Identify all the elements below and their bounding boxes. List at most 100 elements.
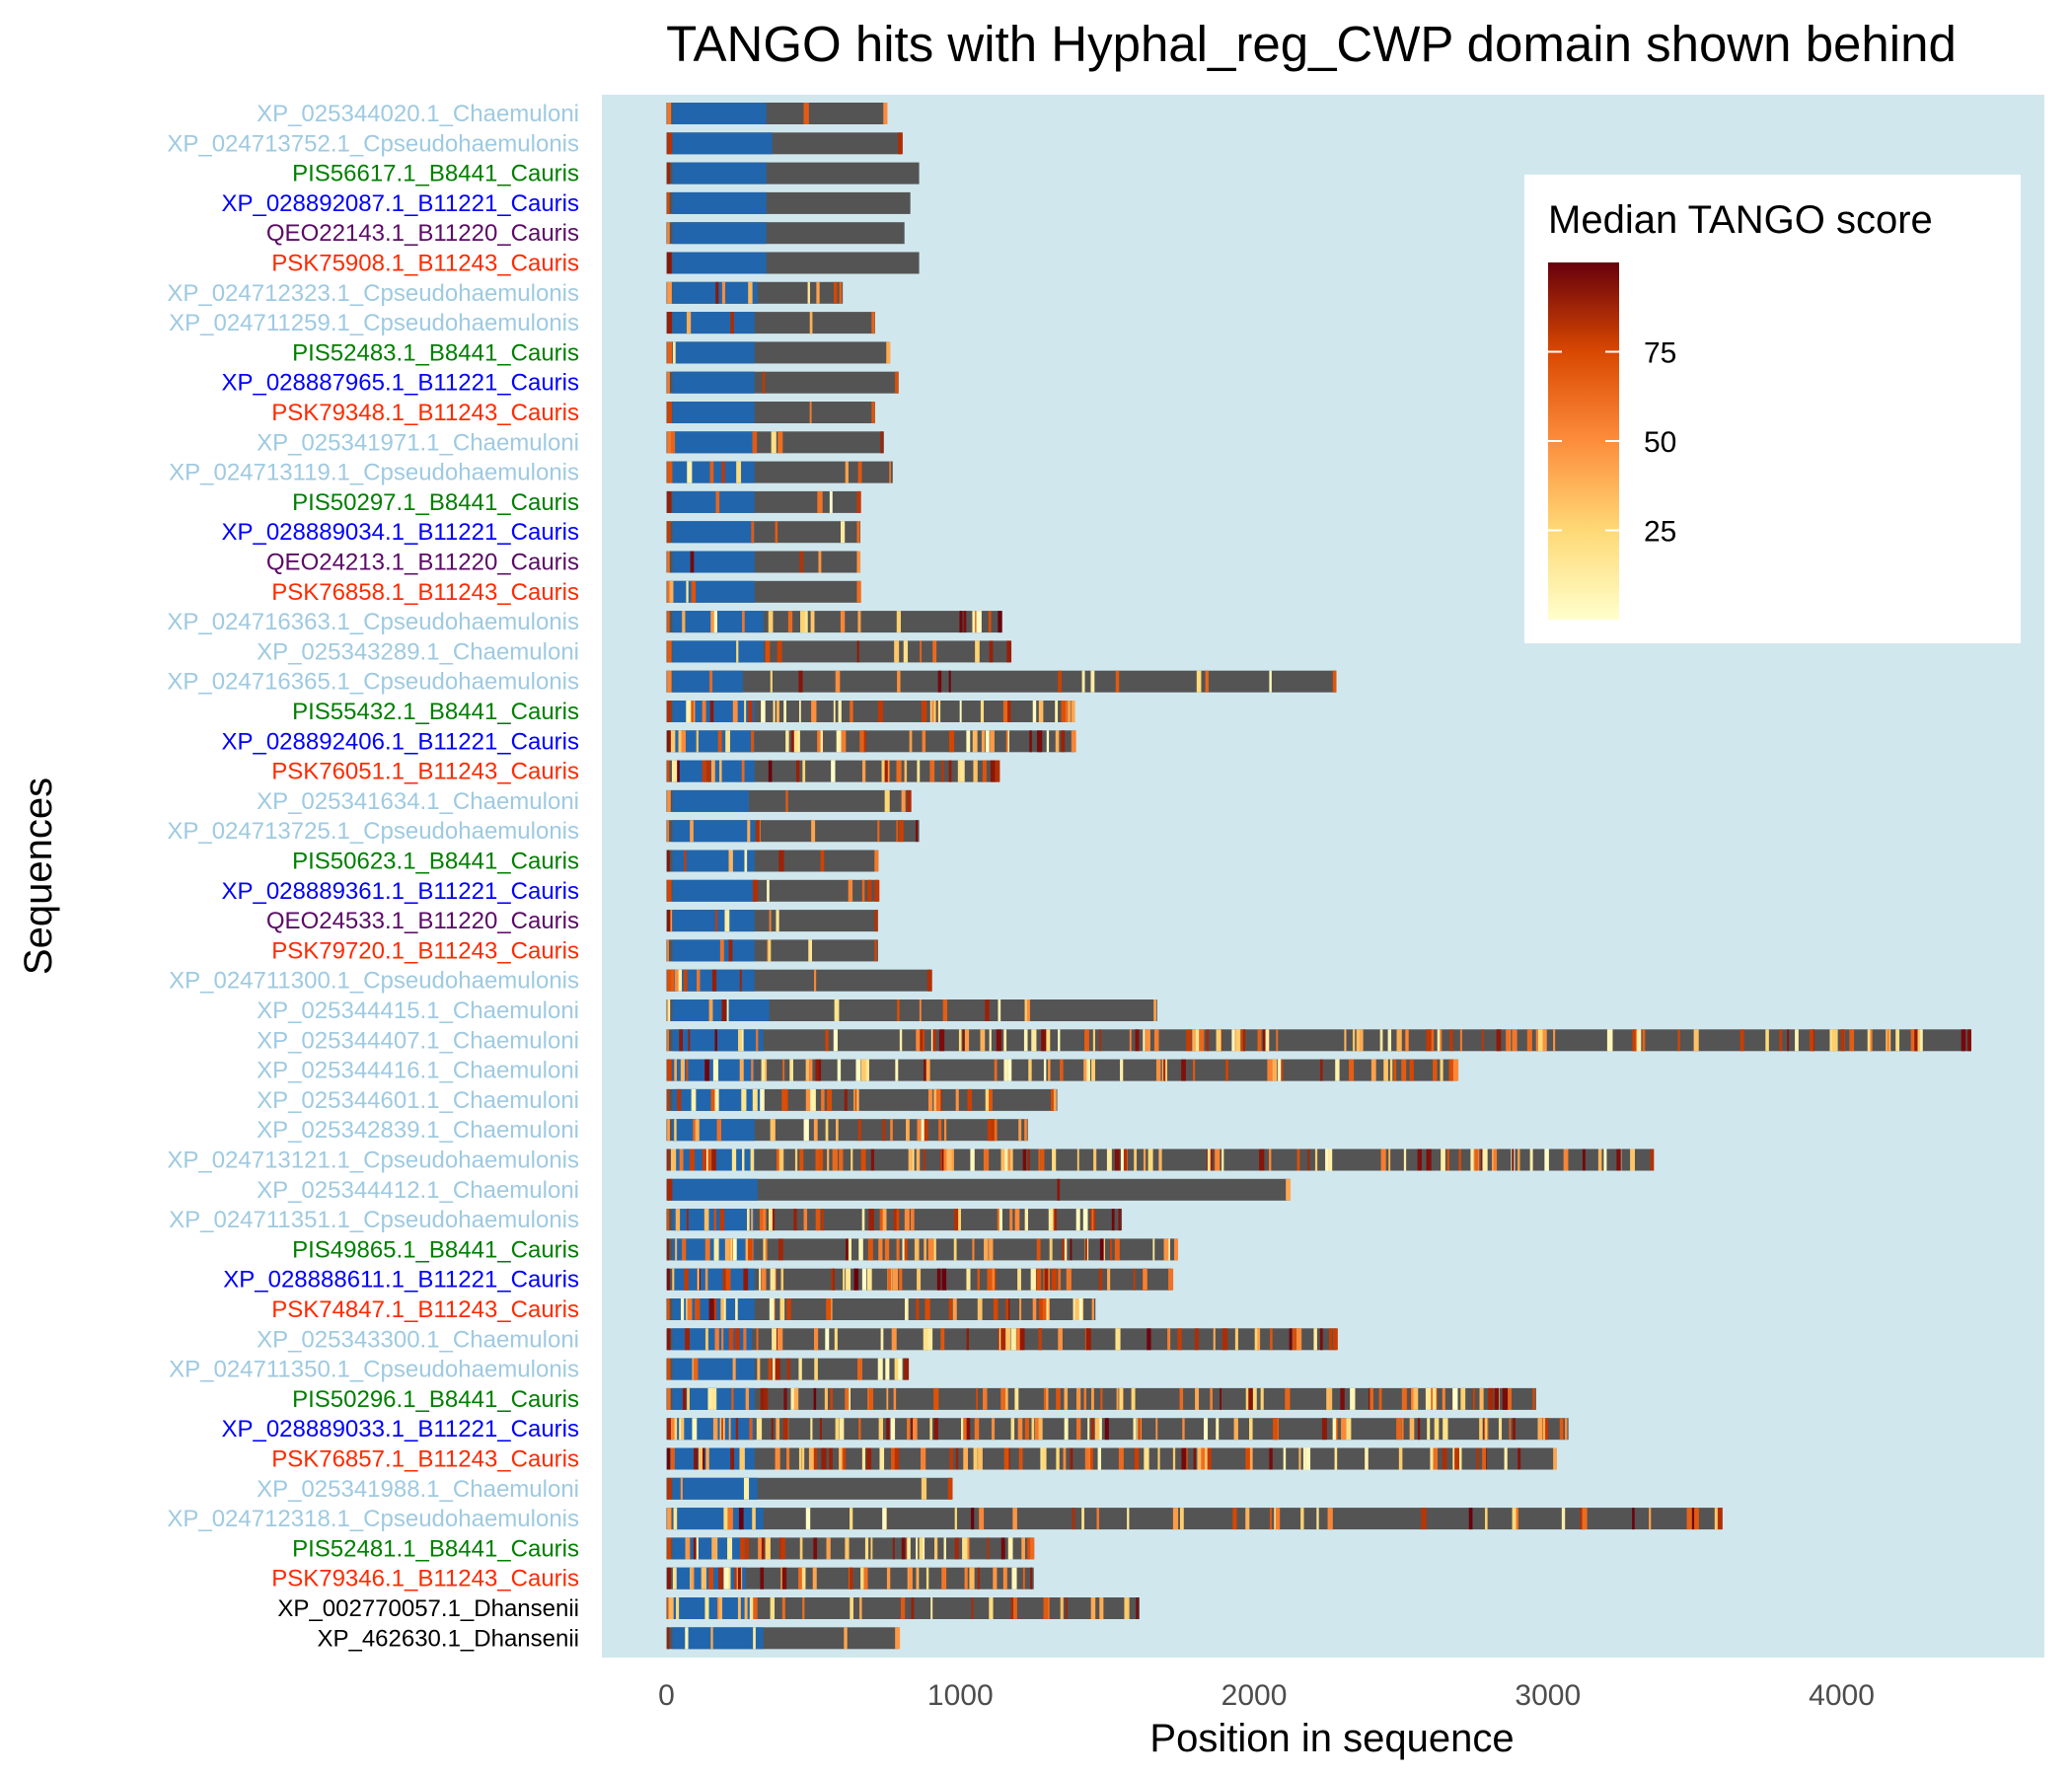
tango-hit: [721, 1328, 724, 1351]
tango-hit: [835, 670, 841, 693]
tango-hit: [975, 640, 980, 663]
tango-hit: [874, 910, 878, 932]
tango-hit: [1452, 1059, 1459, 1081]
tango-hit: [971, 1597, 974, 1619]
tango-hit: [967, 1088, 973, 1111]
tango-hit: [789, 1059, 794, 1081]
tango-hit: [1449, 1029, 1453, 1052]
tango-hit: [966, 1537, 970, 1560]
tango-hit: [1057, 1178, 1061, 1201]
tango-hit: [1153, 1029, 1159, 1052]
tango-hit: [795, 760, 800, 782]
tango-hit: [1179, 1508, 1184, 1530]
tango-hit: [882, 1119, 886, 1142]
tango-hit: [786, 1298, 791, 1320]
tango-hit: [1155, 1059, 1161, 1081]
tango-hit: [1532, 1387, 1535, 1410]
tango-hit: [763, 1209, 767, 1231]
tango-hit: [1005, 730, 1008, 753]
tango-hit: [1504, 1447, 1508, 1470]
tango-hit: [768, 760, 773, 782]
tango-hit: [803, 1209, 808, 1231]
sequence-bars: [666, 103, 1971, 1650]
sequence-row: [666, 1597, 1140, 1619]
tango-hit: [821, 1088, 825, 1111]
tango-hit: [741, 1029, 744, 1052]
tango-hit: [1019, 1298, 1022, 1320]
tango-hit: [924, 1119, 928, 1142]
sequence-row: [666, 850, 879, 872]
tango-hit: [879, 1209, 883, 1231]
tango-hit: [1056, 1387, 1061, 1410]
tango-hit: [1000, 1387, 1006, 1410]
tango-hit: [667, 1567, 671, 1590]
tango-hit: [896, 760, 902, 782]
tango-hit: [906, 1119, 910, 1142]
tango-hit: [750, 1148, 755, 1171]
tango-hit: [1195, 1029, 1200, 1052]
sequence-label: XP_028892087.1_B11221_Cauris: [221, 190, 579, 217]
tango-hit: [948, 1298, 952, 1320]
tango-hit: [846, 1268, 851, 1291]
tango-hit: [921, 1119, 925, 1142]
tango-hit: [1252, 1387, 1257, 1410]
tango-hit: [1506, 1029, 1511, 1052]
tango-hit: [1162, 1059, 1166, 1081]
tango-hit: [667, 461, 673, 483]
tango-hit: [860, 1148, 864, 1171]
tango-hit: [687, 1387, 690, 1410]
tango-hit: [1071, 701, 1075, 722]
tango-hit: [1066, 1268, 1072, 1291]
tango-hit: [777, 1148, 779, 1171]
tango-hit: [781, 1567, 787, 1590]
tango-hit: [671, 969, 675, 992]
tango-hit: [717, 1567, 723, 1590]
tango-hit: [1249, 1418, 1253, 1441]
tango-hit: [743, 1268, 749, 1291]
tango-hit: [745, 1387, 750, 1410]
tango-hit: [841, 730, 847, 753]
tango-hit: [1030, 1268, 1036, 1291]
tango-hit: [759, 1268, 761, 1291]
tango-hit: [1359, 1029, 1364, 1052]
tango-hit: [831, 760, 836, 782]
tango-hit: [886, 341, 891, 364]
tango-hit: [1632, 1508, 1635, 1530]
tango-hit: [736, 461, 742, 483]
hyphal-domain: [672, 371, 755, 394]
tango-hit: [1021, 1537, 1025, 1560]
tango-hit: [804, 611, 808, 633]
tango-hit: [1505, 1387, 1508, 1410]
legend-tick-label: 50: [1644, 426, 1676, 459]
sequence-row: [666, 222, 905, 245]
tango-hit: [753, 1597, 758, 1619]
tango-hit: [1691, 1508, 1695, 1530]
tango-hit: [1642, 1029, 1646, 1052]
tango-hit: [886, 1387, 889, 1410]
tango-hit: [1215, 1148, 1221, 1171]
sequence-row: [666, 1029, 1971, 1052]
tango-hit: [685, 1328, 691, 1351]
tango-hit: [957, 760, 962, 782]
tango-hit: [1320, 1059, 1323, 1081]
tango-hit: [870, 1537, 873, 1560]
tango-hit: [923, 1328, 928, 1351]
tango-hit: [803, 103, 809, 124]
x-axis-title: Position in sequence: [1149, 1717, 1514, 1760]
tango-hit: [1000, 1537, 1005, 1560]
tango-hit: [779, 1537, 782, 1560]
tango-hit: [1007, 1059, 1012, 1081]
tango-hit: [719, 939, 724, 962]
tango-hit: [930, 1029, 934, 1052]
hyphal-domain: [672, 312, 755, 334]
hyphal-domain: [672, 521, 755, 544]
tango-hit: [949, 1447, 954, 1470]
tango-hit: [1075, 1209, 1080, 1231]
tango-hit: [1216, 1418, 1220, 1441]
tango-hit: [943, 1148, 949, 1171]
tango-hit: [933, 1238, 936, 1261]
tango-hit: [773, 701, 776, 722]
tango-hit: [715, 490, 720, 513]
tango-hit: [760, 1387, 765, 1410]
tango-hit: [996, 1029, 1001, 1052]
